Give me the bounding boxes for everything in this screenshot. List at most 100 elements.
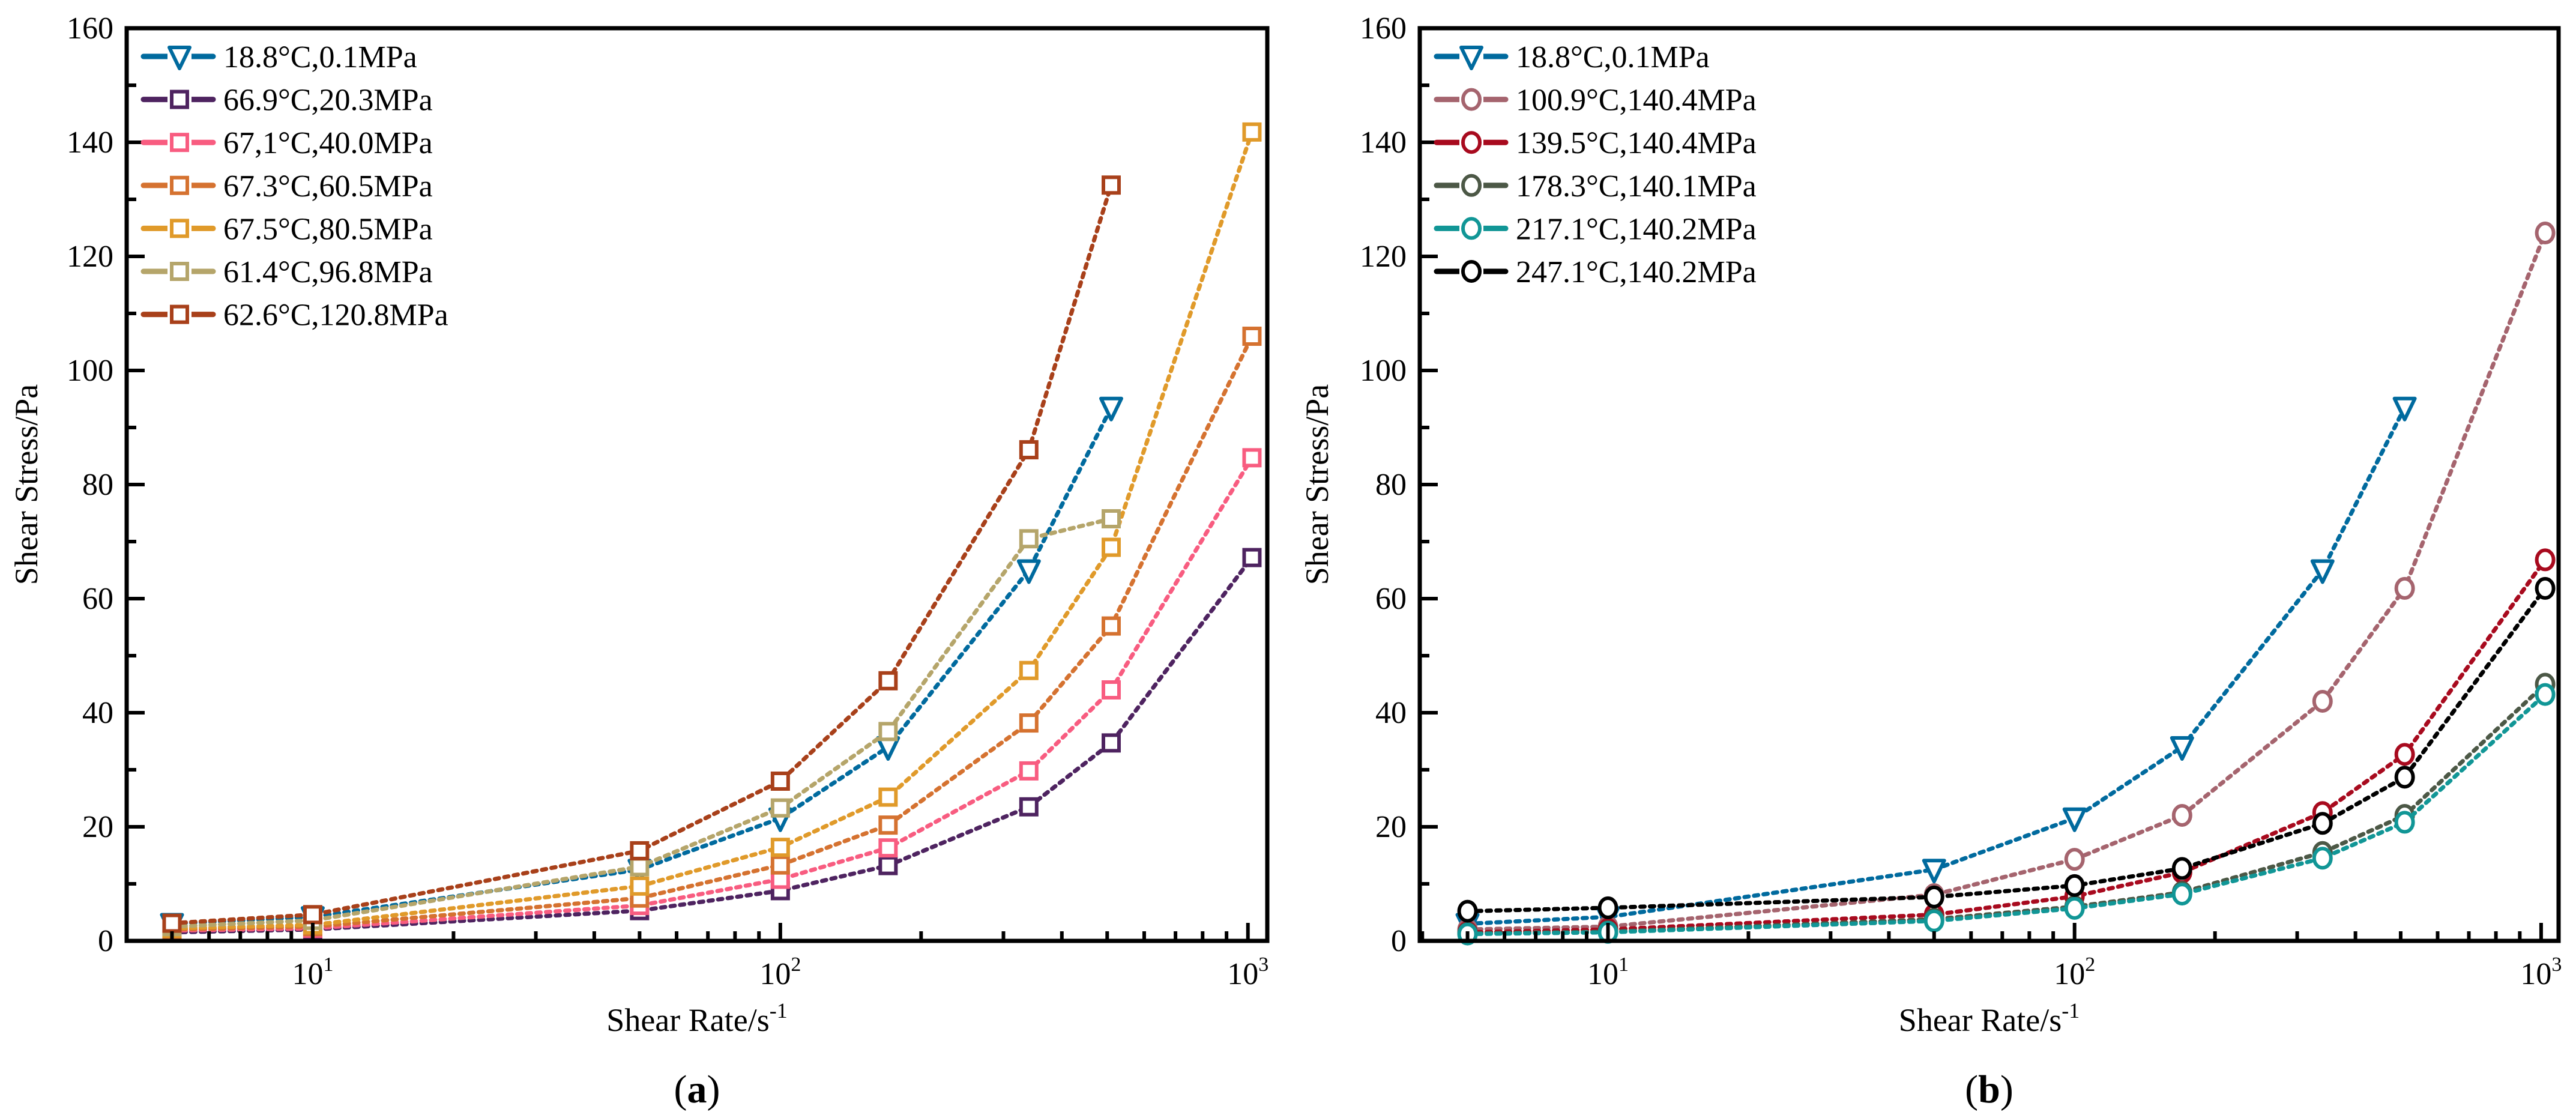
legend-marker [1461,88,1482,111]
x-tick-base: 10 [2520,957,2551,991]
y-tick-label: 120 [1360,240,1407,274]
legend-marker [1461,131,1482,154]
legend-label: 217.1°C,140.2MPa [1516,212,1757,246]
legend-item: 217.1°C,140.2MPa [1434,212,1757,246]
data-point [2394,743,2415,766]
y-tick-label: 20 [1375,810,1407,844]
legend-marker [170,133,189,153]
legend-label: 139.5°C,140.4MPa [1516,126,1757,160]
panel-label: (b) [1965,1068,2013,1111]
data-point [2310,559,2335,584]
data-point [1019,761,1039,781]
legend-item: 66.9°C,20.3MPa [140,83,433,118]
x-axis-title-text: Shear Rate/s [1899,1002,2062,1038]
series-line [1465,586,2548,914]
y-tick-label: 40 [1375,696,1407,730]
legend-label: 66.9°C,20.3MPa [223,83,433,118]
data-point [878,815,898,835]
data-point [878,787,898,807]
data-point [2171,804,2192,827]
data-point [1019,660,1039,680]
legend: 18.8°C,0.1MPa 100.9°C,140.4MPa 139.5°C,140… [1434,40,1757,289]
series-line [169,555,1254,935]
series-6 [1457,576,2556,923]
y-tick-label: 0 [98,924,113,958]
x-tick-exponent: 1 [1618,953,1629,976]
series-line [1465,405,2407,926]
y-tick-label: 140 [67,125,113,160]
data-point [1099,396,1123,422]
legend-label: 67.5°C,80.5MPa [223,212,433,246]
data-point [1101,175,1121,195]
legend-item: 247.1°C,140.2MPa [1434,255,1757,289]
series-line [169,130,1254,931]
data-point [1457,899,1478,923]
legend-label: 247.1°C,140.2MPa [1516,255,1757,289]
x-axis-title-exponent: -1 [2062,999,2080,1023]
data-point [2312,690,2333,713]
data-point [630,841,650,860]
series-line [169,334,1254,932]
y-tick-label: 60 [1375,582,1407,616]
legend-item: 67.3°C,60.5MPa [140,169,433,204]
data-point [2312,812,2333,835]
data-point [1923,909,1944,932]
series-3 [162,448,1262,940]
panel-label-open: ( [674,1068,687,1111]
series-4 [1457,672,2556,945]
data-point [2171,857,2192,880]
data-point [1019,797,1039,817]
data-point [770,772,790,791]
x-tick-exponent: 1 [323,953,333,976]
data-point [1019,440,1039,460]
y-tick-label: 140 [1360,125,1407,160]
x-tick-label: 102 [759,953,801,991]
data-point [1923,885,1944,908]
data-point [1101,537,1121,557]
data-point [770,855,790,875]
legend-marker [1459,46,1483,70]
y-tick-label: 100 [67,354,113,388]
panel-label-open: ( [1965,1068,1978,1111]
legend-marker [170,89,189,109]
plot-frame [124,26,1270,943]
y-tick-label: 120 [67,240,113,274]
data-point [1242,448,1262,468]
data-point [2170,736,2194,761]
data-point [1922,859,1946,884]
y-tick-label: 160 [1360,11,1407,46]
panel-label: (a) [674,1068,720,1111]
data-point [2064,848,2085,871]
x-tick-exponent: 3 [1258,953,1268,976]
x-tick-exponent: 2 [791,953,801,976]
series-5 [1457,683,2556,946]
legend-label: 178.3°C,140.1MPa [1516,169,1757,204]
y-axis-title: Shear Stress/Pa [8,384,44,585]
x-tick-base: 10 [759,957,791,991]
series-2 [1457,222,2556,941]
legend-label: 100.9°C,140.4MPa [1516,83,1757,118]
panel-label-letter: b [1978,1068,2000,1111]
data-point [1019,529,1039,549]
x-tick-label: 103 [2520,953,2562,991]
x-axis-title: Shear Rate/s-1 [606,999,787,1038]
y-tick-label: 80 [82,468,113,502]
legend-item: 67.5°C,80.5MPa [140,212,433,246]
x-tick-label: 102 [2054,953,2095,991]
panel-label-close: ) [707,1068,720,1111]
data-point [1101,616,1121,636]
x-axis-title-exponent: -1 [770,999,788,1023]
data-point [2064,874,2085,897]
series-line [1465,682,2548,936]
data-point [162,913,182,933]
data-point [1101,733,1121,753]
data-point [1016,559,1041,584]
x-tick-base: 10 [1227,957,1258,991]
series-6 [162,509,1121,937]
x-tick-label: 101 [292,953,333,991]
legend-marker [167,46,192,70]
x-tick-exponent: 3 [2551,953,2562,976]
legend-item: 139.5°C,140.4MPa [1434,126,1757,160]
y-tick-label: 20 [82,810,113,844]
